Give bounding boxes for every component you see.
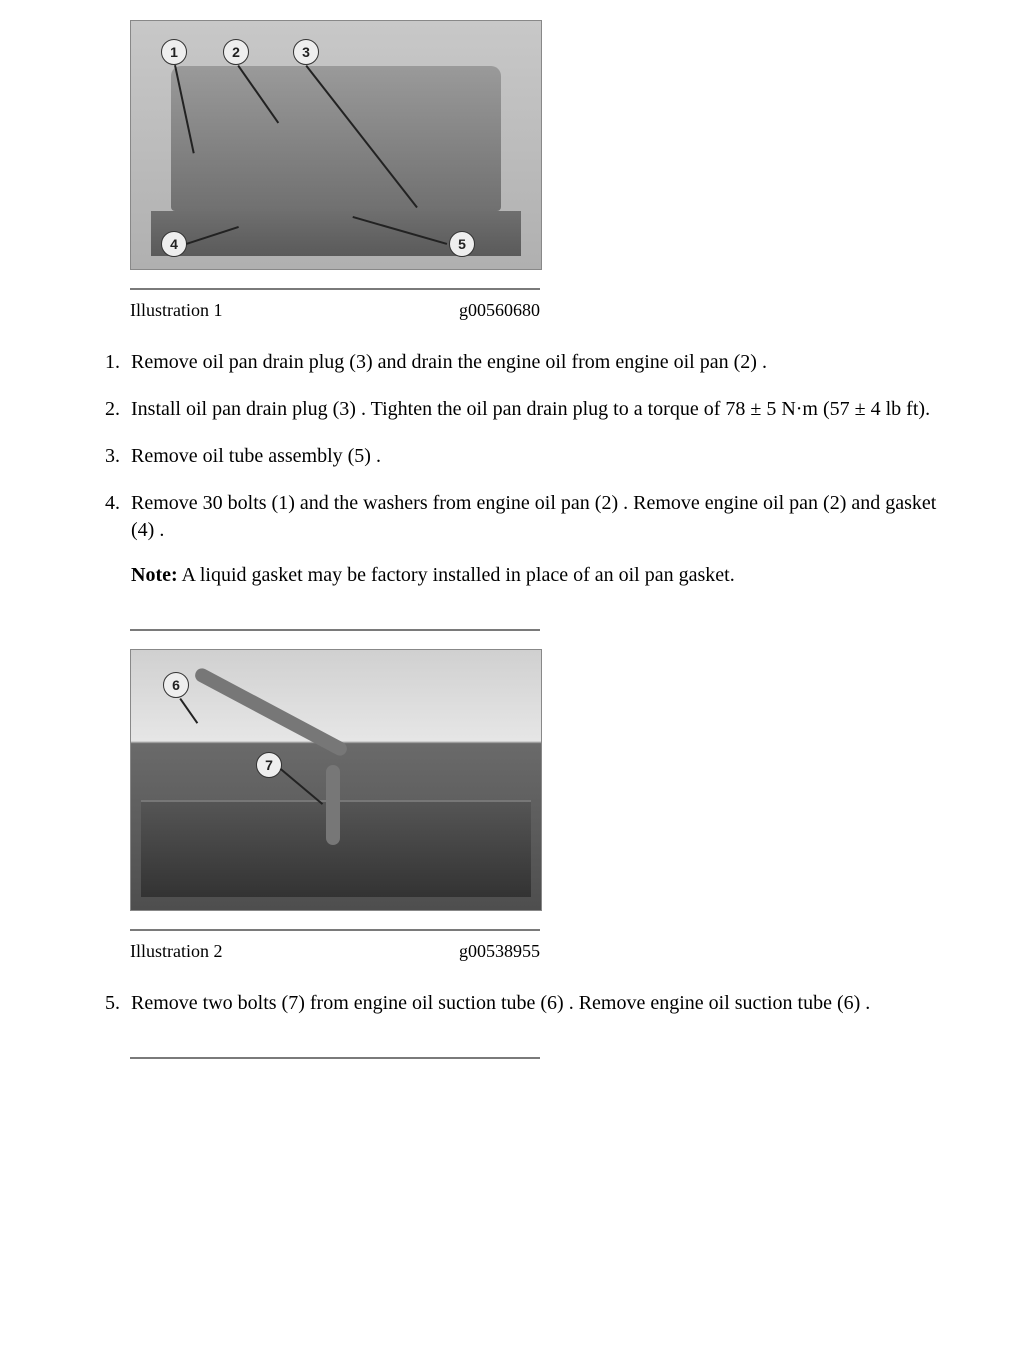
figure-3-block [130,1057,964,1059]
figure-1-callout-5: 5 [449,231,475,257]
figure-1-image: 1 2 3 4 5 [130,20,542,270]
step-3-text: Remove oil tube assembly (5) . [131,445,381,467]
figure-1-caption-right: g00560680 [459,300,540,321]
step-3: Remove oil tube assembly (5) . [125,443,964,470]
procedure-steps-list: Remove oil pan drain plug (3) and drain … [60,349,964,589]
figure-1-caption-row: Illustration 1 g00560680 [130,290,540,325]
figure-1-callout-4: 4 [161,231,187,257]
procedure-steps-list-2: Remove two bolts (7) from engine oil suc… [60,990,964,1017]
figure-1-callout-2: 2 [223,39,249,65]
figure-1-caption-left: Illustration 1 [130,300,223,321]
step-4-note-text: A liquid gasket may be factory installed… [178,564,735,586]
figure-1-block: 1 2 3 4 5 Illustration 1 g00560680 [130,20,964,325]
figure-2-rule-top [130,629,540,631]
step-4: Remove 30 bolts (1) and the washers from… [125,490,964,589]
figure-2-tube2 [326,765,340,845]
figure-2-line-6 [180,698,198,723]
step-5-text: Remove two bolts (7) from engine oil suc… [131,992,870,1014]
figure-2-caption-left: Illustration 2 [130,941,223,962]
step-4-text: Remove 30 bolts (1) and the washers from… [131,492,936,541]
figure-3-rule-top [130,1057,540,1059]
step-5: Remove two bolts (7) from engine oil suc… [125,990,964,1017]
figure-1-oilpan [171,66,501,211]
step-2: Install oil pan drain plug (3) . Tighten… [125,396,964,423]
step-1-text: Remove oil pan drain plug (3) and drain … [131,351,767,373]
figure-2-callout-7: 7 [256,752,282,778]
step-2-text: Install oil pan drain plug (3) . Tighten… [131,398,930,420]
figure-2-image: 6 7 [130,649,542,911]
figure-1-callout-1: 1 [161,39,187,65]
figure-2-caption-right: g00538955 [459,941,540,962]
figure-2-caption-row: Illustration 2 g00538955 [130,931,540,966]
figure-2-tube [193,666,350,758]
step-4-note-label: Note: [131,564,178,586]
figure-1-callout-3: 3 [293,39,319,65]
step-4-note: Note: A liquid gasket may be factory ins… [131,562,964,589]
figure-2-block: 6 7 Illustration 2 g00538955 [130,629,964,966]
figure-2-callout-6: 6 [163,672,189,698]
step-1: Remove oil pan drain plug (3) and drain … [125,349,964,376]
